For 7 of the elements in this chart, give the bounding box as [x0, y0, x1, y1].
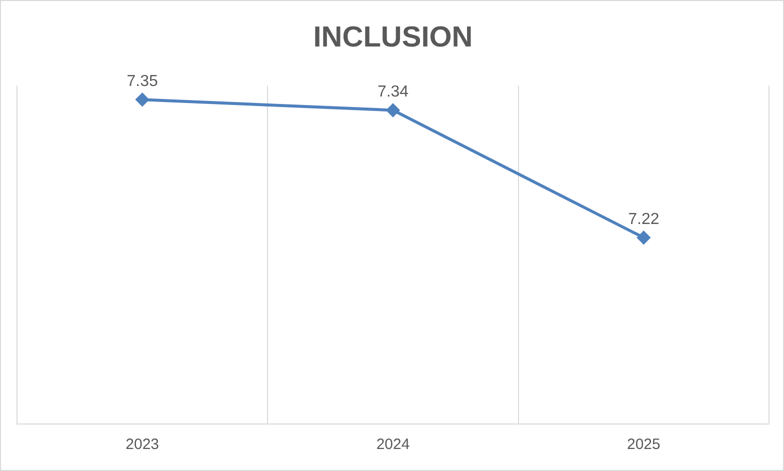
data-label: 7.35	[126, 73, 158, 90]
x-tick-label: 2025	[626, 436, 660, 454]
chart-title: INCLUSION	[313, 21, 473, 54]
x-tick-label: 2024	[376, 436, 410, 454]
data-label: 7.22	[628, 211, 660, 228]
data-label: 7.34	[377, 84, 409, 101]
x-tick-label: 2023	[126, 436, 160, 454]
